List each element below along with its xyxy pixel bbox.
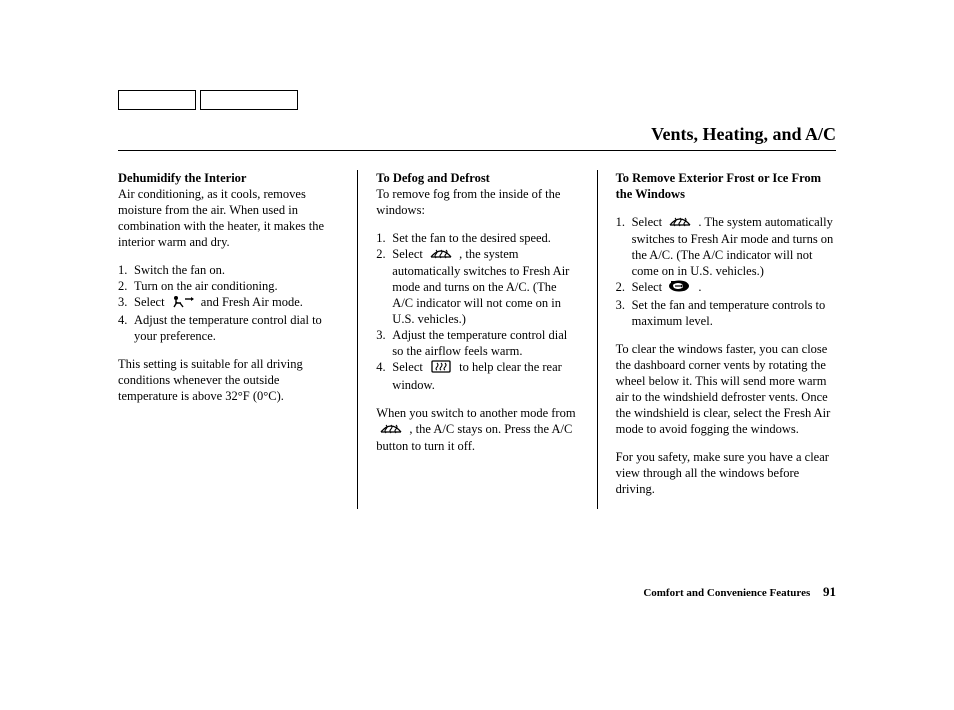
col2-tail: When you switch to another mode from , t… — [376, 405, 578, 454]
face-vent-icon — [171, 295, 195, 312]
step-text: Select , the system automatically switch… — [392, 246, 578, 327]
col3-p1: To clear the windows faster, you can clo… — [616, 341, 836, 437]
col1-intro: Air conditioning, as it cools, removes m… — [118, 187, 324, 249]
page-footer: Comfort and Convenience Features 91 — [643, 584, 836, 600]
front-defrost-icon — [668, 215, 692, 231]
col1-steps: 1.Switch the fan on. 2.Turn on the air c… — [118, 262, 339, 344]
col2-heading: To Defog and Defrost — [376, 171, 490, 185]
col2-steps: 1.Set the fan to the desired speed. 2.Se… — [376, 230, 578, 393]
col1-heading: Dehumidify the Interior — [118, 171, 246, 185]
page-title: Vents, Heating, and A/C — [651, 124, 836, 145]
step-text: Set the fan and temperature controls to … — [632, 297, 836, 329]
step-text: Adjust the temperature control dial so t… — [392, 327, 578, 359]
step-text: Set the fan to the desired speed. — [392, 230, 578, 246]
step-text: Adjust the temperature control dial to y… — [134, 312, 339, 344]
column-defog: To Defog and Defrost To remove fog from … — [357, 170, 596, 509]
step-text: Select . The system automatically switch… — [632, 214, 836, 279]
col1-note: This setting is suitable for all driving… — [118, 356, 339, 404]
step-text: Select and Fresh Air mode. — [134, 294, 339, 312]
col3-p2: For you safety, make sure you have a cle… — [616, 449, 836, 497]
step-text: Select to help clear the rear window. — [392, 359, 578, 393]
column-dehumidify: Dehumidify the Interior Air conditioning… — [118, 170, 357, 509]
step-text: Select . — [632, 279, 836, 297]
page-number: 91 — [823, 584, 836, 599]
footer-section-label: Comfort and Convenience Features — [643, 587, 810, 599]
header-box-2 — [200, 90, 298, 110]
tail-post: , the A/C stays on. Press the A/C button… — [376, 422, 572, 453]
content-columns: Dehumidify the Interior Air conditioning… — [118, 170, 836, 509]
step-text: Switch the fan on. — [134, 262, 339, 278]
front-defrost-icon — [379, 422, 403, 438]
tail-pre: When you switch to another mode from — [376, 406, 575, 420]
header-box-1 — [118, 90, 196, 110]
step-text: Turn on the air conditioning. — [134, 278, 339, 294]
col2-intro: To remove fog from the inside of the win… — [376, 187, 560, 217]
rear-defrost-icon — [429, 360, 453, 377]
col3-heading: To Remove Exterior Frost or Ice From the… — [616, 171, 822, 201]
header-boxes — [118, 90, 298, 110]
title-rule — [118, 150, 836, 151]
recirc-icon — [668, 279, 692, 297]
front-defrost-icon — [429, 247, 453, 263]
col3-steps: 1.Select . The system automatically swit… — [616, 214, 836, 329]
column-frost: To Remove Exterior Frost or Ice From the… — [597, 170, 836, 509]
